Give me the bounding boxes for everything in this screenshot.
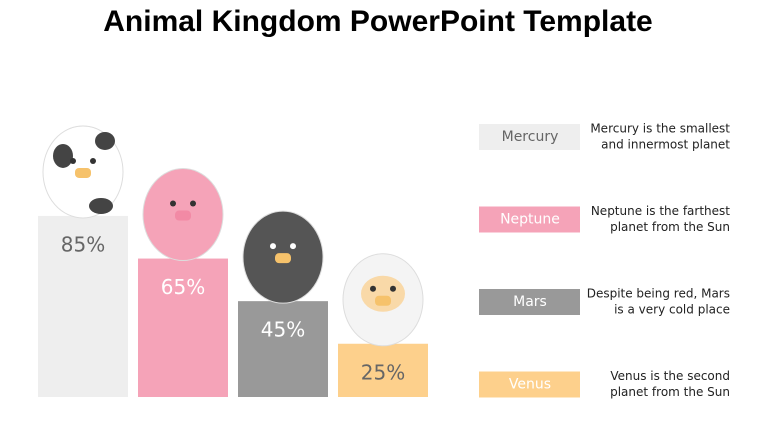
legend-description: Neptune is the farthest bbox=[591, 204, 730, 218]
legend-description: is a very cold place bbox=[614, 303, 730, 317]
animal-eye bbox=[390, 285, 396, 292]
bar bbox=[138, 258, 228, 397]
legend-description: Despite being red, Mars bbox=[587, 287, 730, 301]
animal-eye bbox=[270, 243, 276, 250]
animal-eye bbox=[290, 243, 296, 250]
animal-eye bbox=[170, 200, 176, 207]
legend-swatch bbox=[479, 371, 580, 398]
legend-swatch bbox=[479, 289, 580, 315]
cow-spot bbox=[53, 143, 73, 168]
value-label: 85% bbox=[61, 232, 105, 256]
bar bbox=[38, 215, 128, 397]
animal-eye bbox=[190, 200, 196, 207]
animal-illustration bbox=[342, 253, 424, 347]
animal-illustration bbox=[42, 125, 124, 219]
legend-description: planet from the Sun bbox=[610, 385, 730, 399]
legend-label: Venus bbox=[509, 377, 551, 393]
sheep-face bbox=[361, 275, 405, 312]
legend-description: Venus is the second bbox=[610, 369, 730, 383]
value-label: 45% bbox=[261, 318, 305, 342]
animal-illustration bbox=[142, 168, 224, 262]
cow-spot bbox=[95, 131, 115, 150]
animal-eye bbox=[370, 285, 376, 292]
animal-eye bbox=[90, 157, 96, 164]
legend-label: Mercury bbox=[502, 129, 559, 145]
value-label: 65% bbox=[161, 275, 205, 299]
animal-nose bbox=[275, 253, 291, 264]
bar bbox=[238, 301, 328, 397]
legend-swatch bbox=[479, 206, 580, 233]
chart-title: Animal Kingdom PowerPoint Template bbox=[103, 5, 653, 38]
legend-label: Mars bbox=[513, 294, 547, 310]
animal-eye bbox=[70, 157, 76, 164]
legend-description: Mercury is the smallest bbox=[590, 122, 730, 136]
legend-description: and innermost planet bbox=[601, 138, 730, 152]
animal-nose bbox=[175, 210, 191, 221]
legend-swatch bbox=[479, 124, 580, 150]
value-label: 25% bbox=[361, 360, 405, 384]
bar bbox=[338, 343, 428, 397]
legend-label: Neptune bbox=[500, 212, 560, 228]
cow-spot bbox=[89, 197, 113, 214]
animal-illustration bbox=[242, 210, 324, 304]
legend-description: planet from the Sun bbox=[610, 220, 730, 234]
animal-nose bbox=[75, 167, 91, 178]
animal-nose bbox=[375, 295, 391, 306]
